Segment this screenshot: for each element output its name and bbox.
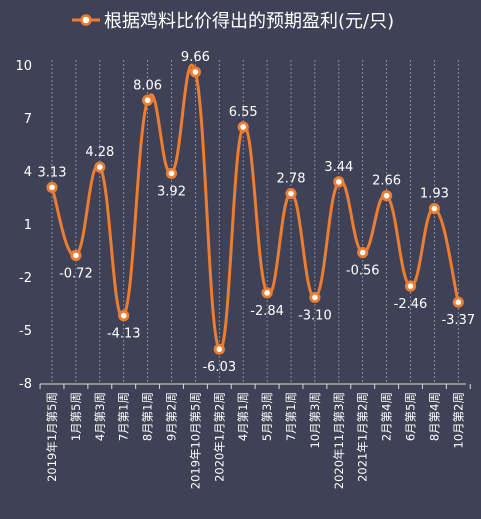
data-point (357, 246, 369, 259)
x-tick-label: 7月第1周 (284, 392, 298, 441)
data-label: -3.37 (441, 313, 475, 328)
data-point (404, 280, 417, 292)
legend-marker (80, 14, 92, 26)
legend-label: 根据鸡料比价得出的预期盈利(元/只) (104, 11, 394, 32)
y-tick-label: 7 (24, 112, 32, 127)
data-point (261, 287, 273, 299)
x-tick-label: 4月第1周 (236, 392, 250, 441)
data-label: 6.55 (229, 105, 258, 120)
x-tick-label: 8月第4周 (427, 392, 441, 441)
data-point (333, 176, 345, 188)
data-label: -2.46 (394, 297, 428, 312)
x-tick-label: 10月第3周 (308, 392, 322, 448)
x-tick-label: 1月第5周 (69, 392, 83, 441)
data-label: -6.03 (202, 360, 236, 375)
data-label: 3.13 (38, 165, 67, 180)
data-label: -3.10 (298, 308, 332, 323)
data-label: 2.66 (372, 174, 401, 189)
data-labels: 3.13 -0.72 4.28 -4.13 8.06 3.92 9.66 -6.03 6.55 -… (38, 50, 476, 375)
data-point (189, 66, 201, 78)
data-point (165, 167, 178, 180)
y-axis: 10 7 4 1 -2 -5 -8 (15, 59, 32, 392)
data-point (94, 161, 106, 173)
x-tick-label: 9月第2周 (165, 392, 179, 441)
y-tick-label: -8 (19, 377, 32, 392)
x-tick-label: 4月第3周 (93, 392, 107, 441)
series-line-group (46, 63, 464, 355)
data-point (309, 291, 321, 304)
data-point (213, 343, 225, 355)
x-tick-label: 8月第1周 (141, 392, 155, 441)
x-tick-label: 2020年11月第3周 (332, 392, 346, 489)
y-tick-label: 4 (24, 165, 32, 180)
y-tick-label: 10 (15, 59, 32, 74)
data-label: -0.56 (346, 264, 380, 279)
data-label: 3.44 (324, 160, 353, 175)
data-label: 8.06 (133, 78, 162, 93)
data-label: 4.28 (85, 145, 114, 160)
data-point (285, 187, 297, 200)
data-point (118, 310, 130, 322)
x-tick-label: 2019年10月第5周 (188, 392, 202, 489)
data-point (452, 296, 464, 308)
data-point (142, 94, 154, 106)
data-label: 9.66 (181, 50, 210, 65)
x-tick-label: 7月第1周 (117, 392, 131, 441)
data-point (70, 249, 82, 261)
x-tick-label: 2021年1月第2周 (356, 392, 370, 482)
data-label: 1.93 (420, 187, 449, 202)
data-label: -0.72 (59, 266, 93, 281)
data-point (237, 121, 249, 133)
data-label: -2.84 (250, 304, 284, 319)
data-point (46, 181, 58, 193)
legend: 根据鸡料比价得出的预期盈利(元/只) (72, 11, 394, 32)
data-point (380, 190, 393, 202)
data-point (428, 202, 440, 215)
gridlines (51, 60, 459, 384)
data-label: 2.78 (277, 172, 306, 187)
data-label: 3.92 (157, 184, 186, 199)
x-tick-label: 2020年1月第2周 (212, 392, 226, 482)
x-axis: 2019年1月第5周 1月第5周 4月第3周 7月第1周 8月第1周 9月第2周 2019年… (39, 383, 471, 489)
x-tick-label: 10月第2周 (451, 392, 465, 448)
y-tick-label: 1 (24, 218, 32, 233)
x-tick-label: 2019年1月第5周 (45, 392, 59, 482)
data-label: -4.13 (107, 327, 141, 342)
x-tick-label: 5月第3周 (260, 392, 274, 441)
x-tick-label: 6月第5周 (404, 392, 418, 441)
x-tick-label: 2月第4周 (380, 392, 394, 441)
y-tick-label: -2 (19, 271, 32, 286)
y-tick-label: -5 (19, 324, 32, 339)
